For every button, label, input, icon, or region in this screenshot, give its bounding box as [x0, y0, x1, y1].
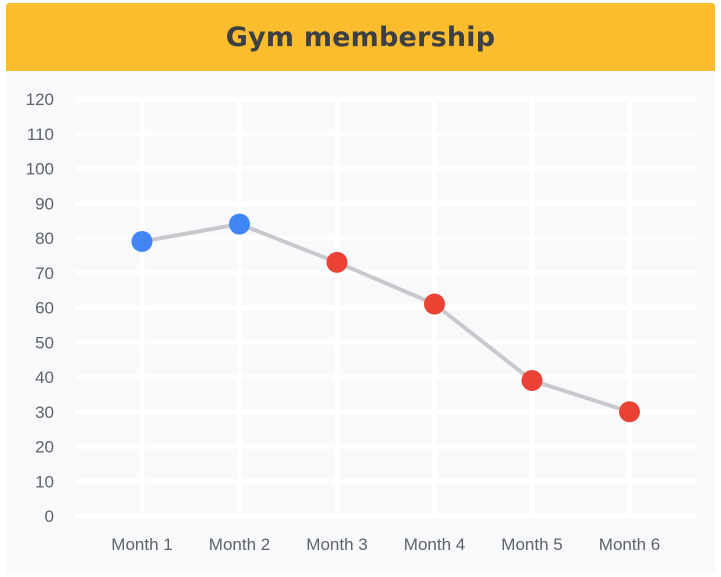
chart-title: Gym membership	[225, 21, 496, 53]
x-tick-label: Month 1	[111, 535, 172, 554]
data-point	[521, 369, 543, 391]
y-tick-label: 110	[27, 125, 54, 144]
y-tick-label: 60	[35, 299, 54, 318]
data-point	[424, 293, 445, 315]
x-tick-label: Month 2	[209, 535, 270, 554]
x-tick-label: Month 4	[404, 535, 465, 554]
data-point	[229, 213, 250, 235]
y-tick-label: 80	[35, 229, 54, 248]
y-axis-ticks: 0 10 20 30 40 50 60 70 80 90 100 110 120	[26, 90, 54, 526]
grid	[76, 96, 696, 519]
y-tick-label: 90	[35, 194, 54, 213]
y-tick-label: 120	[26, 90, 54, 109]
title-bar: Gym membership	[6, 3, 715, 71]
series-line	[140, 222, 632, 414]
y-tick-label: 30	[35, 403, 54, 422]
y-tick-label: 70	[35, 264, 54, 283]
x-axis-ticks: Month 1 Month 2 Month 3 Month 4 Month 5 Month…	[111, 535, 660, 554]
x-tick-label: Month 5	[501, 535, 562, 554]
y-tick-label: 10	[35, 472, 54, 491]
y-tick-label: 50	[35, 333, 54, 352]
data-point	[131, 230, 153, 252]
x-tick-label: Month 6	[599, 535, 660, 554]
y-tick-label: 100	[26, 160, 54, 179]
x-tick-label: Month 3	[306, 535, 367, 554]
data-point	[619, 401, 640, 423]
series-line-group	[140, 222, 632, 414]
data-point	[326, 251, 348, 273]
data-points	[131, 213, 640, 423]
y-tick-label: 0	[45, 507, 54, 526]
y-tick-label: 20	[35, 438, 54, 457]
y-tick-label: 40	[35, 368, 54, 387]
